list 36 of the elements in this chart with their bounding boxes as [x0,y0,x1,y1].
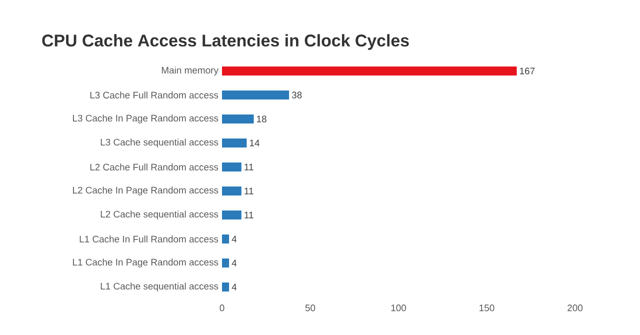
data-label: 4 [232,236,237,242]
x-tick-label: 150 [480,304,494,312]
bar [222,90,290,100]
chart-title: CPU Cache Access Latencies in Clock Cycles [42,34,409,50]
y-tick-label: L2 Cache sequential access [100,210,218,220]
y-tick-label: L3 Cache In Page Random access [73,114,218,124]
y-tick-label: L1 Cache sequential access [100,282,218,292]
y-tick-label: L1 Cache In Page Random access [73,258,218,268]
data-label: 4 [232,284,237,290]
data-label: 11 [244,212,254,218]
bar [222,210,242,220]
data-label: 4 [232,260,237,266]
data-label: 11 [244,188,254,194]
data-label: 167 [520,68,535,74]
bar [222,234,230,244]
x-tick-label: 200 [568,304,583,312]
data-label: 18 [257,116,266,122]
data-label: 14 [250,140,260,146]
y-tick-label: L3 Cache Full Random access [90,92,218,98]
data-label: 11 [244,164,254,170]
x-tick-label: 50 [305,304,316,312]
bar [222,186,242,196]
bar [222,162,242,172]
y-tick-label: L2 Cache Full Random access [90,164,218,170]
bar [222,114,254,124]
bar [222,282,230,292]
bar [222,138,247,148]
bar [222,66,517,76]
data-label: 38 [292,92,302,98]
y-tick-label: L1 Cache In Full Random access [80,236,218,242]
y-tick-label: L3 Cache sequential access [100,138,218,148]
y-tick-label: L2 Cache In Page Random access [73,186,218,196]
x-tick-label: 0 [220,304,224,312]
x-tick-label: 100 [391,304,406,312]
y-tick-label: Main memory [162,66,218,76]
bar [222,258,230,268]
